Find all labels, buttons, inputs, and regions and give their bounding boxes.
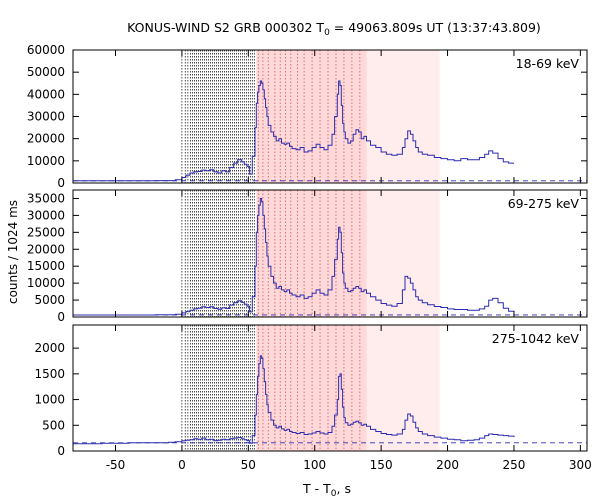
energy-band-label: 18-69 keV	[516, 56, 580, 71]
chart-title-subscript: 0	[324, 28, 330, 38]
chart-title: KONUS-WIND S2 GRB 000302 T0 = 49063.809s…	[127, 20, 541, 38]
light-curve-series	[73, 198, 515, 316]
panel-1: 0 10000 20000 30000 40000 50000 60000 18-69 keV	[27, 43, 588, 190]
y-tick-label: 20000	[27, 132, 65, 146]
light-curve-series	[73, 355, 515, 445]
x-tick-label: 50	[241, 458, 256, 472]
panel-frame	[72, 324, 588, 452]
y-tick-label: 2000	[34, 341, 65, 355]
x-tick-label: 300	[569, 458, 592, 472]
x-axis-label-subscript: 0	[331, 489, 337, 499]
y-tick-label: 60000	[27, 43, 65, 57]
x-axis-label-main: T - T	[302, 481, 331, 496]
x-tick-label: 150	[370, 458, 393, 472]
y-tick-label: 20000	[27, 242, 65, 256]
y-tick-label: 40000	[27, 87, 65, 101]
y-tick-label: 1000	[34, 393, 65, 407]
x-axis-label: T - T0, s	[302, 481, 351, 499]
y-tick-label: 50000	[27, 65, 65, 79]
shaded-interval-2	[366, 325, 440, 451]
y-tick-label: 0	[57, 310, 65, 324]
y-tick-label: 35000	[27, 191, 65, 205]
panel-2: 0 5000 10000 15000 20000 25000 30000 35000 69-27…	[27, 189, 588, 324]
panel-frame	[72, 49, 588, 184]
x-tick-label: -50	[106, 458, 126, 472]
shaded-interval-1	[256, 325, 367, 451]
energy-band-label: 69-275 keV	[508, 196, 580, 211]
chart-title-main: KONUS-WIND S2 GRB 000302 T	[127, 20, 324, 35]
energy-band-label: 275-1042 keV	[492, 331, 580, 346]
panel-frame	[72, 189, 588, 318]
shaded-interval-2	[366, 190, 440, 317]
light-curve-series	[73, 80, 514, 182]
y-tick-label: 30000	[27, 110, 65, 124]
y-tick-label: 0	[57, 176, 65, 190]
x-tick-label: 100	[303, 458, 326, 472]
shaded-interval-1	[256, 50, 367, 183]
y-tick-label: 30000	[27, 208, 65, 222]
y-tick-label: 10000	[27, 276, 65, 290]
y-axis-label: counts / 1024 ms	[6, 200, 20, 304]
y-tick-label: 500	[42, 418, 65, 432]
chart-title-rest: = 49063.809s UT (13:37:43.809)	[330, 20, 541, 35]
y-tick-label: 0	[57, 444, 65, 458]
shaded-interval-2	[366, 50, 440, 183]
y-tick-label: 1500	[34, 367, 65, 381]
y-tick-label: 15000	[27, 259, 65, 273]
x-tick-label: 0	[178, 458, 186, 472]
y-tick-label: 25000	[27, 225, 65, 239]
y-tick-label: 5000	[34, 293, 65, 307]
x-tick-label: 250	[502, 458, 525, 472]
shaded-interval-1	[256, 190, 367, 317]
x-tick-label: 200	[436, 458, 459, 472]
x-axis-label-rest: , s	[337, 481, 351, 496]
y-tick-label: 10000	[27, 154, 65, 168]
panel-3: 0 500 1000 1500 2000 275-1042 keV	[34, 324, 588, 458]
